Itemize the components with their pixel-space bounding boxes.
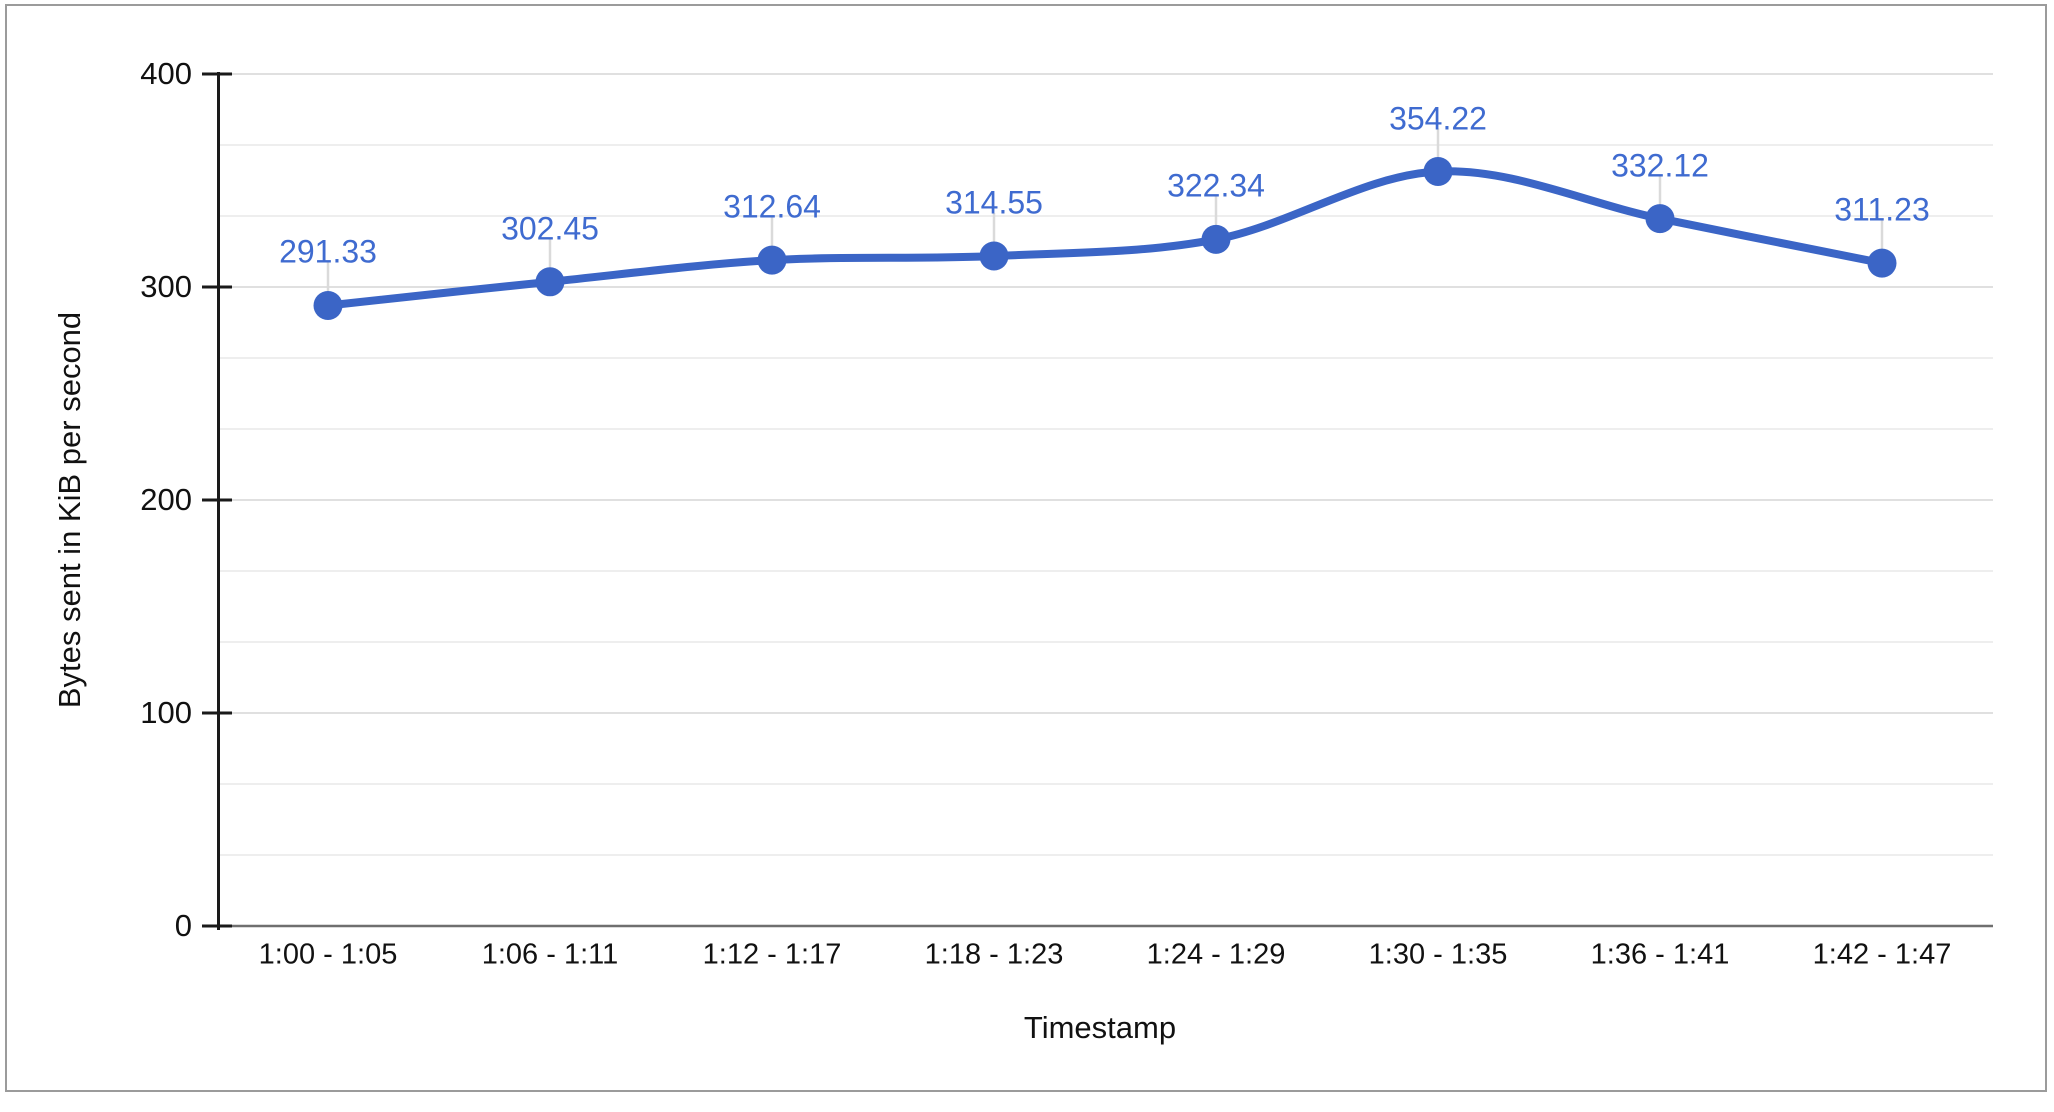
x-tick-label: 1:24 - 1:29 bbox=[1146, 938, 1286, 971]
data-point-dot[interactable] bbox=[313, 291, 343, 320]
y-tick-label: 0 bbox=[174, 908, 192, 943]
point-value-annotation: 354.22 bbox=[1389, 100, 1487, 136]
series-line bbox=[324, 167, 1886, 310]
x-tick-label: 1:00 - 1:05 bbox=[258, 938, 398, 971]
data-point-dot[interactable] bbox=[757, 245, 787, 275]
point-value-annotation: 302.45 bbox=[501, 210, 599, 247]
point-value-annotation: 311.23 bbox=[1834, 191, 1930, 228]
data-point-dot[interactable] bbox=[1645, 204, 1675, 234]
point-value-annotation: 322.34 bbox=[1167, 167, 1265, 204]
y-tick-label: 200 bbox=[140, 482, 192, 517]
point-value-annotation: 291.33 bbox=[279, 233, 377, 270]
x-tick-label: 1:06 - 1:11 bbox=[481, 938, 619, 971]
data-point-dot[interactable] bbox=[1867, 248, 1897, 278]
x-axis-title: Timestamp bbox=[1023, 1010, 1177, 1045]
x-tick-label: 1:36 - 1:41 bbox=[1590, 938, 1730, 971]
data-point-dot[interactable] bbox=[979, 241, 1009, 271]
x-tick-label: 1:12 - 1:17 bbox=[702, 938, 842, 971]
point-value-annotation: 314.55 bbox=[945, 184, 1043, 221]
x-tick-label: 1:30 - 1:35 bbox=[1368, 938, 1508, 971]
y-tick-label: 400 bbox=[140, 56, 192, 91]
point-value-annotation: 312.64 bbox=[723, 188, 821, 225]
y-tick-label: 300 bbox=[140, 269, 192, 304]
data-point-dot[interactable] bbox=[1423, 157, 1453, 186]
x-tick-label: 1:18 - 1:23 bbox=[924, 938, 1064, 971]
point-value-annotation: 332.12 bbox=[1611, 147, 1709, 184]
data-point-dot[interactable] bbox=[535, 267, 565, 297]
x-tick-label: 1:42 - 1:47 bbox=[1812, 938, 1952, 971]
y-tick-label: 100 bbox=[140, 695, 192, 730]
data-point-dot[interactable] bbox=[1201, 224, 1231, 254]
